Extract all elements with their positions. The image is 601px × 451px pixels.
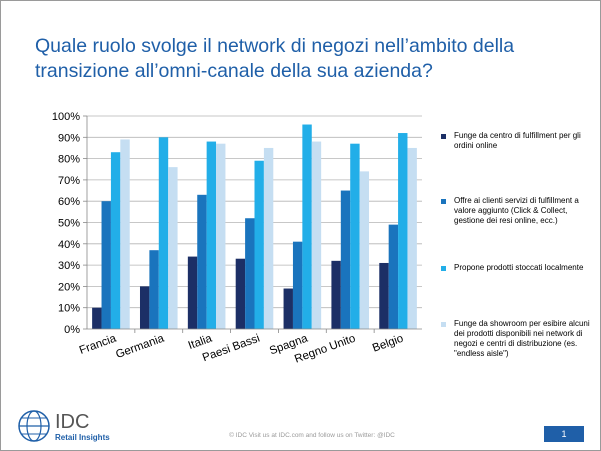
legend-swatch (441, 134, 446, 139)
bar (187, 256, 198, 329)
idc-logo: IDC Retail Insights (17, 409, 117, 445)
logo-subtitle: Retail Insights (55, 433, 110, 442)
bar (398, 133, 408, 329)
y-tick-label: 10% (58, 303, 80, 315)
bar (359, 171, 370, 329)
legend-label: Funge da showroom per esibire alcuni dei… (454, 319, 590, 358)
bar (206, 141, 217, 329)
y-tick-label: 20% (58, 281, 80, 293)
bar (302, 124, 312, 330)
bar (388, 224, 399, 329)
x-category-label: Germania (114, 332, 166, 361)
legend-swatch (441, 266, 446, 271)
bar (120, 139, 130, 329)
footer-text: © IDC Visit us at IDC.com and follow us … (229, 432, 395, 439)
chart-axes (83, 115, 422, 333)
x-category-label: Belgio (371, 333, 405, 355)
bar (340, 190, 351, 329)
y-tick-label: 50% (58, 218, 80, 230)
bar (110, 152, 121, 329)
y-tick-label: 100% (52, 111, 80, 123)
bar (350, 143, 360, 329)
legend-label: Propone prodotti stoccati localmente (454, 263, 584, 272)
bar (149, 250, 159, 329)
y-tick-label: 70% (58, 175, 80, 187)
x-category-label: Francia (78, 332, 119, 357)
y-tick-label: 60% (58, 196, 80, 208)
slide-title: Quale ruolo svolge il network di negozi … (35, 35, 515, 82)
y-tick-label: 40% (58, 239, 80, 251)
bar (407, 147, 417, 329)
legend-swatch (441, 322, 446, 327)
y-tick-label: 80% (58, 154, 80, 166)
bar (311, 141, 322, 329)
idc-globe-icon (18, 410, 50, 442)
chart-bars (92, 124, 417, 330)
page-number: 1 (544, 426, 584, 442)
bar (92, 307, 102, 329)
bar (331, 260, 341, 329)
bar (216, 143, 226, 329)
bar (292, 241, 303, 329)
logo-wordmark: IDC (55, 411, 90, 433)
bar (158, 137, 169, 329)
bar (235, 258, 246, 329)
bar (263, 147, 274, 329)
legend-label: Offre ai clienti servizi di fulfillment … (454, 196, 579, 225)
y-tick-label: 30% (58, 260, 80, 272)
bar (101, 201, 111, 329)
legend-label: Funge da centro di fulfillment per gli o… (454, 131, 581, 150)
bar (283, 288, 293, 329)
bar (139, 286, 150, 329)
bar (254, 160, 264, 329)
bar (197, 194, 207, 329)
legend-swatch (441, 199, 446, 204)
bar (168, 167, 178, 329)
bar (379, 262, 389, 329)
bar (245, 218, 255, 329)
y-tick-label: 0% (64, 324, 80, 336)
y-tick-label: 90% (58, 132, 80, 144)
